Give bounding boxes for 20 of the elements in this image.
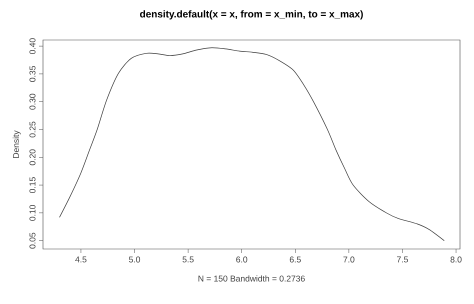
x-tick-label: 5.0 bbox=[128, 256, 140, 263]
y-tick-label: 0.30 bbox=[29, 94, 36, 110]
chart-title: density.default(x = x, from = x_min, to = x_max) bbox=[140, 10, 363, 20]
line-series bbox=[59, 47, 445, 242]
y-tick-label: 0.25 bbox=[29, 122, 36, 138]
x-axis-title: N = 150 Bandwidth = 0.2736 bbox=[198, 275, 305, 282]
x-tick-label: 5.5 bbox=[182, 256, 194, 262]
x-tick-label: 6.5 bbox=[290, 256, 301, 263]
x-tick-label: 8.0 bbox=[450, 256, 462, 263]
y-tick-label: 0.20 bbox=[29, 149, 36, 166]
y-tick-label: 0.15 bbox=[29, 177, 36, 193]
y-tick-label: 0.35 bbox=[29, 66, 36, 82]
y-axis-title: Density bbox=[12, 130, 21, 158]
y-tick-label: 0.10 bbox=[29, 204, 36, 221]
x-tick-label: 7.5 bbox=[397, 256, 408, 262]
y-tick-label: 0.40 bbox=[29, 38, 36, 54]
x-tick-label: 4.5 bbox=[75, 256, 86, 262]
y-tick-label: 0.05 bbox=[29, 232, 36, 249]
x-tick-label: 7.0 bbox=[343, 256, 354, 263]
x-tick-label: 6.0 bbox=[236, 256, 248, 263]
